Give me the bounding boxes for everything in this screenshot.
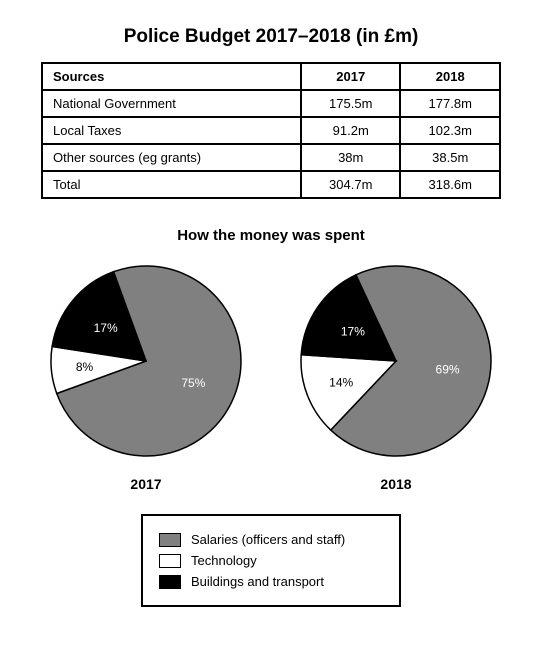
pie-slice-label: 14% [329,375,353,389]
pie-slice-label: 8% [76,360,94,374]
table-header-year-b: 2018 [400,63,500,90]
row-label: National Government [42,90,301,117]
row-label: Other sources (eg grants) [42,144,301,171]
table-row: Other sources (eg grants) 38m 38.5m [42,144,500,171]
table-header-sources: Sources [42,63,301,90]
row-value: 304.7m [301,171,401,198]
table-header-year-a: 2017 [301,63,401,90]
pie-slice-label: 17% [94,321,118,335]
pie-slice-label: 17% [341,324,365,338]
pie-2018-block: 69% 14% 17% 2018 [286,256,506,492]
legend-item: Technology [159,553,383,568]
row-value: 38m [301,144,401,171]
table-row: National Government 175.5m 177.8m [42,90,500,117]
pie-year-label: 2017 [130,476,161,492]
legend-swatch-technology [159,554,181,568]
legend-label: Buildings and transport [191,574,324,589]
pie-2017-block: 75% 8% 17% 2017 [36,256,256,492]
row-value: 318.6m [400,171,500,198]
spending-subtitle: How the money was spent [20,227,522,244]
row-value: 175.5m [301,90,401,117]
pie-year-label: 2018 [380,476,411,492]
legend-label: Salaries (officers and staff) [191,532,345,547]
legend-item: Salaries (officers and staff) [159,532,383,547]
legend-item: Buildings and transport [159,574,383,589]
pie-slice-label: 75% [181,376,205,390]
legend-label: Technology [191,553,257,568]
pie-charts-container: 75% 8% 17% 2017 69% 14% 17% 2018 [20,256,522,492]
row-value: 91.2m [301,117,401,144]
table-row: Local Taxes 91.2m 102.3m [42,117,500,144]
table-row: Total 304.7m 318.6m [42,171,500,198]
pie-chart-2018: 69% 14% 17% [286,256,506,466]
pie-chart-2017: 75% 8% 17% [36,256,256,466]
row-label: Local Taxes [42,117,301,144]
legend-swatch-buildings [159,575,181,589]
row-value: 38.5m [400,144,500,171]
sources-table: Sources 2017 2018 National Government 17… [41,62,501,199]
legend-box: Salaries (officers and staff) Technology… [141,514,401,607]
legend-swatch-salaries [159,533,181,547]
row-value: 177.8m [400,90,500,117]
pie-slice-label: 69% [436,362,460,376]
page-title: Police Budget 2017–2018 (in £m) [20,26,522,48]
row-value: 102.3m [400,117,500,144]
row-label: Total [42,171,301,198]
